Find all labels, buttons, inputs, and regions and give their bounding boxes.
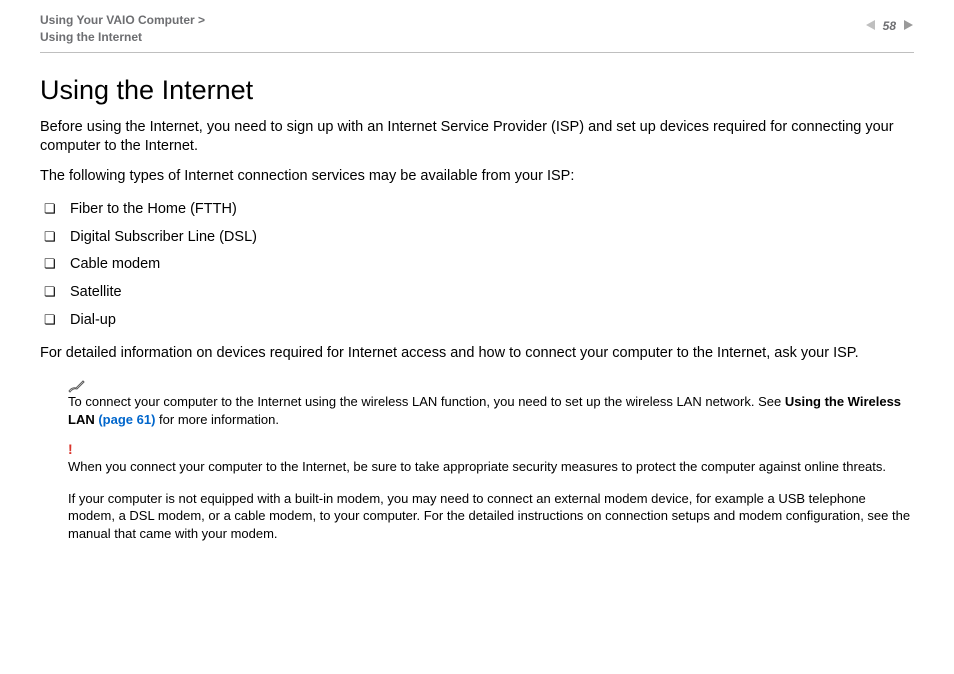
tip-note: To connect your computer to the Internet… xyxy=(68,376,914,429)
warning-note: ! When you connect your computer to the … xyxy=(68,442,914,476)
prev-page-arrow-icon[interactable] xyxy=(865,18,877,34)
services-intro: The following types of Internet connecti… xyxy=(40,167,914,187)
note1-part2: for more information. xyxy=(155,412,279,427)
breadcrumb: Using Your VAIO Computer > Using the Int… xyxy=(40,12,205,46)
modem-text: If your computer is not equipped with a … xyxy=(68,490,914,543)
warning-text: When you connect your computer to the In… xyxy=(68,458,914,476)
breadcrumb-line2: Using the Internet xyxy=(40,30,142,44)
pencil-icon xyxy=(68,379,86,393)
tip-text: To connect your computer to the Internet… xyxy=(68,393,914,428)
modem-note: If your computer is not equipped with a … xyxy=(68,490,914,543)
page-link[interactable]: (page 61) xyxy=(98,412,155,427)
breadcrumb-line1: Using Your VAIO Computer > xyxy=(40,13,205,27)
page-number: 58 xyxy=(883,19,896,33)
page-title: Using the Internet xyxy=(40,75,914,106)
intro-paragraph: Before using the Internet, you need to s… xyxy=(40,118,914,157)
page-nav: 58 xyxy=(865,18,914,34)
main-content: Using the Internet Before using the Inte… xyxy=(0,53,954,543)
notes-section: To connect your computer to the Internet… xyxy=(68,376,914,543)
detail-paragraph: For detailed information on devices requ… xyxy=(40,344,914,364)
list-item: Digital Subscriber Line (DSL) xyxy=(40,224,914,252)
exclamation-icon: ! xyxy=(68,442,914,456)
list-item: Cable modem xyxy=(40,251,914,279)
note1-part1: To connect your computer to the Internet… xyxy=(68,394,785,409)
next-page-arrow-icon[interactable] xyxy=(902,18,914,34)
page-header: Using Your VAIO Computer > Using the Int… xyxy=(0,0,954,52)
list-item: Dial-up xyxy=(40,307,914,335)
list-item: Satellite xyxy=(40,279,914,307)
services-list: Fiber to the Home (FTTH) Digital Subscri… xyxy=(40,196,914,334)
list-item: Fiber to the Home (FTTH) xyxy=(40,196,914,224)
